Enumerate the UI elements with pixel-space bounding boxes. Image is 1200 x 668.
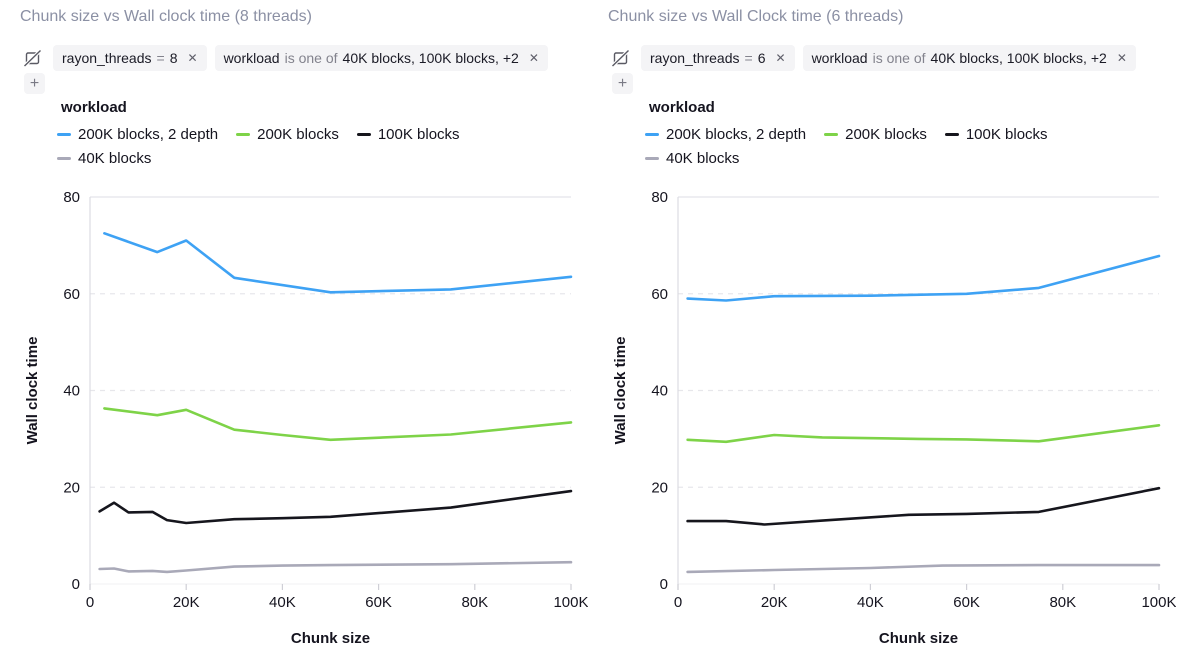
- page-title: Chunk size vs Wall clock time (8 threads…: [20, 8, 312, 25]
- chart-svg[interactable]: 0 20 40 60 80 0 20K 40K 60K 80K 100K Wall clock tim…: [588, 180, 1176, 668]
- series-line-100k-blocks[interactable]: [686, 486, 1161, 526]
- legend-item[interactable]: 40K blocks: [57, 150, 151, 167]
- legend-item-label: 40K blocks: [78, 150, 152, 167]
- series-swatch: [645, 157, 659, 160]
- x-tick-label: 40K: [269, 594, 296, 611]
- series-swatch: [236, 133, 251, 136]
- series-swatch: [944, 133, 959, 136]
- y-tick-label: 0: [72, 576, 80, 593]
- x-tick-label: 40K: [857, 594, 884, 611]
- legend-item-label: 100K blocks: [965, 126, 1048, 143]
- x-axis-title: Chunk size: [879, 630, 958, 647]
- legend-item-label: 200K blocks: [257, 126, 339, 143]
- series-line-200k-blocks-2-depth[interactable]: [686, 254, 1161, 302]
- series-line-40k-blocks[interactable]: [98, 560, 573, 574]
- close-icon[interactable]: ✕: [528, 51, 539, 65]
- filter-bar: rayon_threads = 8 ✕ workload is one of 4…: [24, 45, 548, 71]
- y-tick-label: 20: [651, 479, 668, 496]
- x-tick-label: 20K: [761, 594, 788, 611]
- y-tick-label: 60: [651, 286, 668, 303]
- chart-legend: workload 200K blocks, 2 depth 200K block…: [645, 99, 1048, 167]
- x-tick-label: 0: [674, 594, 682, 611]
- x-tick-label: 100K: [553, 594, 588, 611]
- chart-svg[interactable]: 0 20 40 60 80 0 20K 40K 60K 80K 100K Wall clock tim…: [0, 180, 588, 668]
- legend-item[interactable]: 100K blocks: [944, 126, 1048, 143]
- series-line-200k-blocks[interactable]: [686, 424, 1161, 444]
- legend-item-label: 100K blocks: [377, 126, 460, 143]
- y-axis-title: Wall clock time: [24, 337, 41, 445]
- filter-slash-icon[interactable]: [612, 49, 630, 67]
- legend-item-label: 40K blocks: [666, 150, 740, 167]
- series-line-200k-blocks[interactable]: [103, 407, 573, 442]
- legend-title: workload: [61, 99, 127, 116]
- y-tick-label: 20: [63, 479, 80, 496]
- y-tick-label: 40: [651, 383, 668, 400]
- x-tick-label: 100K: [1141, 594, 1176, 611]
- series-swatch: [824, 133, 839, 136]
- filter-value: 6: [757, 50, 766, 66]
- filter-field: rayon_threads: [650, 50, 740, 66]
- close-icon[interactable]: ✕: [775, 51, 786, 65]
- filter-chip-rayon-threads[interactable]: rayon_threads = 8 ✕: [53, 45, 207, 71]
- filter-value: 40K blocks, 100K blocks, +2: [342, 50, 519, 66]
- y-tick-label: 80: [63, 189, 80, 206]
- add-filter-button[interactable]: +: [24, 73, 45, 94]
- x-tick-label: 60K: [365, 594, 392, 611]
- chart-panel-8-threads: Chunk size vs Wall clock time (8 threads…: [0, 0, 588, 668]
- filter-slash-icon[interactable]: [24, 49, 42, 67]
- legend-item-label: 200K blocks: [845, 126, 927, 143]
- legend-item[interactable]: 100K blocks: [356, 126, 460, 143]
- x-tick-label: 0: [86, 594, 94, 611]
- filter-field: workload: [223, 50, 280, 66]
- filter-chip-workload[interactable]: workload is one of 40K blocks, 100K bloc…: [214, 45, 548, 71]
- series-swatch: [57, 133, 71, 136]
- series-line-200k-blocks-2-depth[interactable]: [103, 231, 573, 294]
- page-title: Chunk size vs Wall Clock time (6 threads…: [608, 8, 904, 25]
- filter-value: 8: [169, 50, 178, 66]
- legend-item[interactable]: 200K blocks: [236, 126, 339, 143]
- chart-panel-6-threads: Chunk size vs Wall Clock time (6 threads…: [588, 0, 1200, 668]
- filter-op: =: [744, 50, 753, 66]
- filter-field: workload: [811, 50, 868, 66]
- x-tick-label: 80K: [461, 594, 488, 611]
- series-swatch: [645, 133, 659, 136]
- filter-op: =: [156, 50, 165, 66]
- chart-legend: workload 200K blocks, 2 depth 200K block…: [57, 99, 460, 167]
- filter-field: rayon_threads: [62, 50, 152, 66]
- legend-item[interactable]: 200K blocks, 2 depth: [57, 126, 218, 143]
- x-tick-label: 80K: [1049, 594, 1076, 611]
- y-tick-label: 40: [63, 383, 80, 400]
- legend-item[interactable]: 200K blocks: [824, 126, 927, 143]
- filter-op: is one of: [284, 50, 338, 66]
- legend-item-label: 200K blocks, 2 depth: [666, 126, 807, 143]
- series-swatch: [57, 157, 71, 160]
- legend-item[interactable]: 40K blocks: [645, 150, 739, 167]
- y-tick-label: 0: [660, 576, 668, 593]
- series-line-40k-blocks[interactable]: [686, 563, 1161, 574]
- y-tick-label: 80: [651, 189, 668, 206]
- add-filter-button[interactable]: +: [612, 73, 633, 94]
- x-tick-label: 60K: [953, 594, 980, 611]
- y-tick-label: 60: [63, 286, 80, 303]
- legend-item[interactable]: 200K blocks, 2 depth: [645, 126, 806, 143]
- filter-value: 40K blocks, 100K blocks, +2: [930, 50, 1107, 66]
- filter-chip-workload[interactable]: workload is one of 40K blocks, 100K bloc…: [802, 45, 1136, 71]
- series-line-100k-blocks[interactable]: [98, 489, 573, 525]
- legend-item-label: 200K blocks, 2 depth: [78, 126, 219, 143]
- x-tick-label: 20K: [173, 594, 200, 611]
- legend-title: workload: [649, 99, 715, 116]
- filter-chip-rayon-threads[interactable]: rayon_threads = 6 ✕: [641, 45, 795, 71]
- series-swatch: [356, 133, 371, 136]
- close-icon[interactable]: ✕: [1116, 51, 1127, 65]
- close-icon[interactable]: ✕: [187, 51, 198, 65]
- filter-bar: rayon_threads = 6 ✕ workload is one of 4…: [612, 45, 1136, 71]
- y-axis-title: Wall clock time: [612, 337, 629, 445]
- x-axis-title: Chunk size: [291, 630, 370, 647]
- filter-op: is one of: [872, 50, 926, 66]
